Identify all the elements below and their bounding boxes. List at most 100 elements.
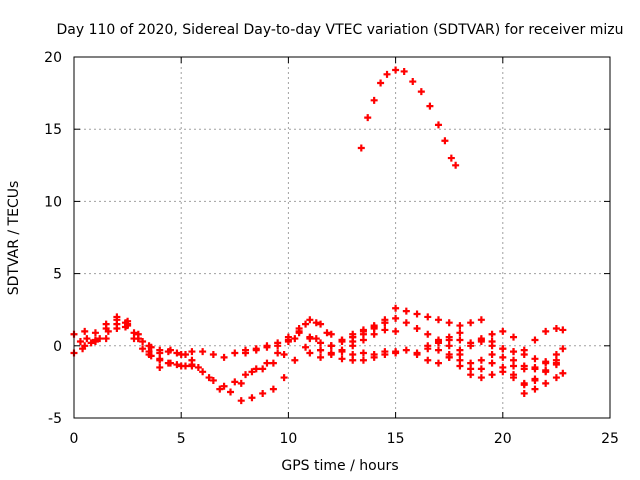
data-point: [477, 365, 485, 373]
data-point: [96, 335, 104, 343]
data-point: [194, 363, 202, 371]
data-point: [91, 336, 99, 344]
data-point: [510, 374, 518, 382]
data-point: [188, 356, 196, 364]
data-point: [370, 350, 378, 358]
data-point: [327, 350, 335, 358]
data-point: [284, 333, 292, 341]
data-point: [381, 319, 389, 327]
data-point: [242, 349, 250, 357]
data-point: [542, 327, 550, 335]
data-point: [166, 359, 174, 367]
series-arc-x: [510, 345, 567, 373]
data-point: [359, 349, 367, 357]
data-point: [392, 327, 400, 335]
data-point: [559, 326, 567, 334]
data-point: [417, 88, 425, 96]
data-point: [113, 313, 121, 321]
data-point: [445, 350, 453, 358]
data-point: [156, 349, 164, 357]
plot-frame: [73, 56, 611, 419]
data-point: [237, 397, 245, 405]
data-point: [91, 329, 99, 337]
data-point: [242, 371, 250, 379]
data-point: [445, 319, 453, 327]
data-point: [531, 375, 539, 383]
series-arc-l: [317, 326, 400, 361]
data-point: [467, 319, 475, 327]
series-arc-n: [327, 342, 378, 358]
data-point: [248, 394, 256, 402]
data-point: [434, 337, 442, 345]
data-point: [499, 353, 507, 361]
data-point: [274, 349, 282, 357]
data-point: [81, 327, 89, 335]
data-point: [231, 378, 239, 386]
series-arc-e: [124, 320, 196, 358]
data-point: [400, 67, 408, 75]
data-point: [520, 346, 528, 354]
data-point: [145, 342, 153, 350]
data-point: [124, 320, 132, 328]
series-arc-p: [392, 304, 464, 330]
data-point: [456, 336, 464, 344]
data-point: [323, 329, 331, 337]
data-point: [424, 356, 432, 364]
data-point: [552, 350, 560, 358]
data-point: [531, 336, 539, 344]
data-point: [445, 333, 453, 341]
series-arc-u: [445, 350, 560, 389]
data-point: [542, 359, 550, 367]
data-point: [392, 314, 400, 322]
series-arc-g: [194, 319, 320, 396]
data-point: [139, 337, 147, 345]
data-point: [413, 349, 421, 357]
data-point: [83, 335, 91, 343]
data-point: [467, 365, 475, 373]
data-point: [364, 114, 372, 122]
data-point: [280, 374, 288, 382]
data-point: [252, 365, 260, 373]
data-point: [252, 346, 260, 354]
data-point: [445, 342, 453, 350]
data-point: [531, 355, 539, 363]
x-tick-label: 25: [601, 431, 619, 447]
data-point: [488, 350, 496, 358]
x-axis-label: GPS time / hours: [281, 458, 398, 474]
data-point: [327, 330, 335, 338]
data-point: [409, 78, 417, 86]
data-point: [424, 342, 432, 350]
data-point: [488, 371, 496, 379]
data-point: [520, 362, 528, 370]
series-arc-h: [237, 329, 331, 405]
chart-title: Day 110 of 2020, Sidereal Day-to-day VTE…: [57, 22, 624, 38]
data-point: [317, 320, 325, 328]
data-point: [488, 330, 496, 338]
data-point: [357, 144, 365, 152]
data-point: [227, 388, 235, 396]
data-point: [520, 389, 528, 397]
data-point: [291, 335, 299, 343]
data-point: [467, 342, 475, 350]
data-point: [434, 121, 442, 129]
data-point: [76, 337, 84, 345]
data-point: [499, 327, 507, 335]
data-point: [173, 349, 181, 357]
x-tick-label: 10: [279, 431, 297, 447]
data-point: [317, 346, 325, 354]
data-point: [413, 310, 421, 318]
data-point: [510, 333, 518, 341]
y-tick-label: 20: [44, 50, 62, 66]
data-point: [259, 365, 267, 373]
data-point: [291, 356, 299, 364]
data-point: [552, 324, 560, 332]
data-point: [177, 362, 185, 370]
axis-ticks: 0 5 10 15 20 25 -5 0 5 10 15 20: [44, 50, 619, 447]
data-point: [205, 374, 213, 382]
data-point: [402, 346, 410, 354]
data-point: [166, 346, 174, 354]
data-point: [452, 161, 460, 169]
data-point: [145, 350, 153, 358]
x-tick-label: 15: [387, 431, 405, 447]
